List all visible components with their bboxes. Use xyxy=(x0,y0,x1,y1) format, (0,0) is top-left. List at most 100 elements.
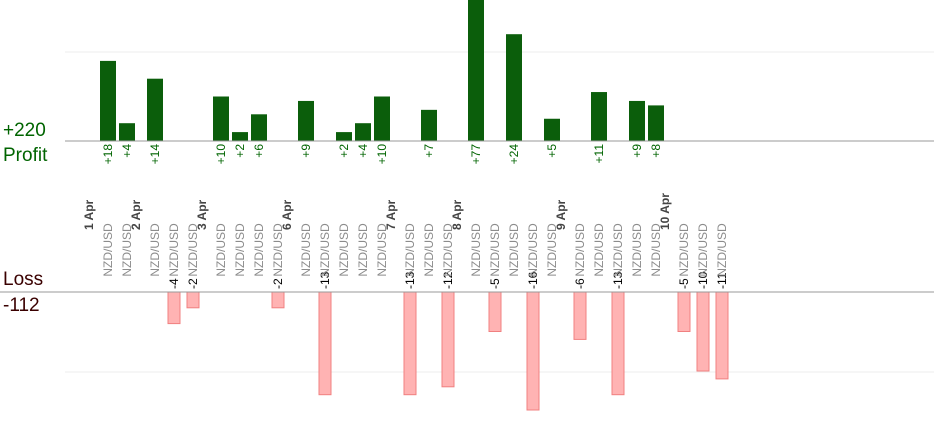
profit-bar xyxy=(147,78,163,141)
pair-label: NZD/USD xyxy=(167,223,181,277)
loss-value-label: -16 xyxy=(526,271,540,289)
profit-value-label: +9 xyxy=(630,144,644,158)
profit-bar xyxy=(100,60,116,141)
pair-label: NZD/USD xyxy=(403,223,417,277)
profit-value-label: +18 xyxy=(101,144,115,165)
loss-total: -112 xyxy=(3,295,40,316)
pair-label: NZD/USD xyxy=(214,223,228,277)
loss-value-label: -5 xyxy=(677,278,691,289)
profit-value-label: +2 xyxy=(233,144,247,158)
loss-value-label: -2 xyxy=(186,278,200,289)
profit-bar xyxy=(213,96,229,141)
profit-bar xyxy=(298,100,314,141)
profit-label: Profit xyxy=(3,145,48,166)
pair-label: NZD/USD xyxy=(545,223,559,277)
pair-label: NZD/USD xyxy=(715,223,729,277)
pair-label: NZD/USD xyxy=(677,223,691,277)
pair-label: NZD/USD xyxy=(337,223,351,277)
date-label: 3 Apr xyxy=(195,199,209,230)
date-label: 6 Apr xyxy=(280,199,294,230)
profit-bar xyxy=(506,34,522,142)
profit-value-label: +24 xyxy=(507,144,521,165)
loss-bar xyxy=(271,291,285,309)
profit-value-label: +5 xyxy=(545,144,559,158)
loss-bar xyxy=(526,291,540,411)
profit-bar xyxy=(232,132,248,141)
pair-label: NZD/USD xyxy=(375,223,389,277)
profit-value-label: +8 xyxy=(649,144,663,158)
loss-bar xyxy=(403,291,417,396)
loss-bar xyxy=(488,291,502,332)
date-label: 9 Apr xyxy=(554,199,568,230)
loss-bar xyxy=(573,291,587,340)
profit-bar xyxy=(629,100,645,141)
profit-value-label: +2 xyxy=(337,144,351,158)
profit-bar xyxy=(119,123,135,141)
pair-label: NZD/USD xyxy=(422,223,436,277)
pair-label: NZD/USD xyxy=(696,223,710,277)
profit-bar xyxy=(421,109,437,141)
profit-value-label: +11 xyxy=(592,144,606,164)
loss-value-label: -13 xyxy=(611,271,625,289)
profit-value-label: +6 xyxy=(252,144,266,158)
loss-bar xyxy=(611,291,625,396)
loss-value-label: -4 xyxy=(167,278,181,289)
loss-value-label: -5 xyxy=(488,278,502,289)
profit-value-label: +7 xyxy=(422,144,436,158)
pair-label: NZD/USD xyxy=(271,223,285,277)
loss-value-label: -13 xyxy=(318,271,332,289)
date-label: 2 Apr xyxy=(129,199,143,230)
loss-bar xyxy=(318,291,332,396)
pair-label: NZD/USD xyxy=(318,223,332,277)
loss-bar xyxy=(441,291,455,388)
profit-bar xyxy=(544,118,560,141)
pair-label: NZD/USD xyxy=(488,223,502,277)
profit-bar xyxy=(468,0,484,141)
pair-label: NZD/USD xyxy=(441,223,455,277)
loss-bar xyxy=(715,291,729,380)
date-label: 7 Apr xyxy=(384,199,398,230)
date-label: 8 Apr xyxy=(450,199,464,230)
pair-label: NZD/USD xyxy=(611,223,625,277)
date-label: 10 Apr xyxy=(658,193,672,230)
loss-value-label: -6 xyxy=(573,278,587,289)
pair-label: NZD/USD xyxy=(356,223,370,277)
pair-label: NZD/USD xyxy=(573,223,587,277)
pair-label: NZD/USD xyxy=(148,223,162,277)
pair-label: NZD/USD xyxy=(507,223,521,277)
profit-value-label: +9 xyxy=(299,144,313,158)
loss-value-label: -10 xyxy=(696,271,710,289)
pair-label: NZD/USD xyxy=(649,223,663,277)
profit-value-label: +14 xyxy=(148,144,162,165)
pair-label: NZD/USD xyxy=(233,223,247,277)
profit-bar xyxy=(591,92,607,141)
profit-bar xyxy=(355,123,371,141)
loss-label: Loss xyxy=(3,269,44,290)
loss-value-label: -11 xyxy=(715,272,729,289)
profit-value-label: +10 xyxy=(214,144,228,165)
profit-value-label: +10 xyxy=(375,144,389,165)
loss-bar xyxy=(677,291,691,332)
pair-label: NZD/USD xyxy=(299,223,313,277)
profit-value-label: +4 xyxy=(356,144,370,158)
loss-value-label: -12 xyxy=(441,271,455,289)
pair-label: NZD/USD xyxy=(252,223,266,277)
profit-total: +220 xyxy=(3,120,46,141)
profit-value-label: +77 xyxy=(469,144,483,165)
loss-bar xyxy=(167,291,181,325)
profit-value-label: +4 xyxy=(120,144,134,158)
pair-label: NZD/USD xyxy=(469,223,483,277)
loss-value-label: -2 xyxy=(271,278,285,289)
pair-label: NZD/USD xyxy=(120,223,134,277)
profit-bar xyxy=(648,105,664,141)
pair-label: NZD/USD xyxy=(592,223,606,277)
profit-bar xyxy=(374,96,390,141)
pair-label: NZD/USD xyxy=(101,223,115,277)
pair-label: NZD/USD xyxy=(526,223,540,277)
loss-value-label: -13 xyxy=(403,271,417,289)
loss-bar xyxy=(696,291,710,372)
profit-bar xyxy=(336,132,352,141)
pair-label: NZD/USD xyxy=(186,223,200,277)
